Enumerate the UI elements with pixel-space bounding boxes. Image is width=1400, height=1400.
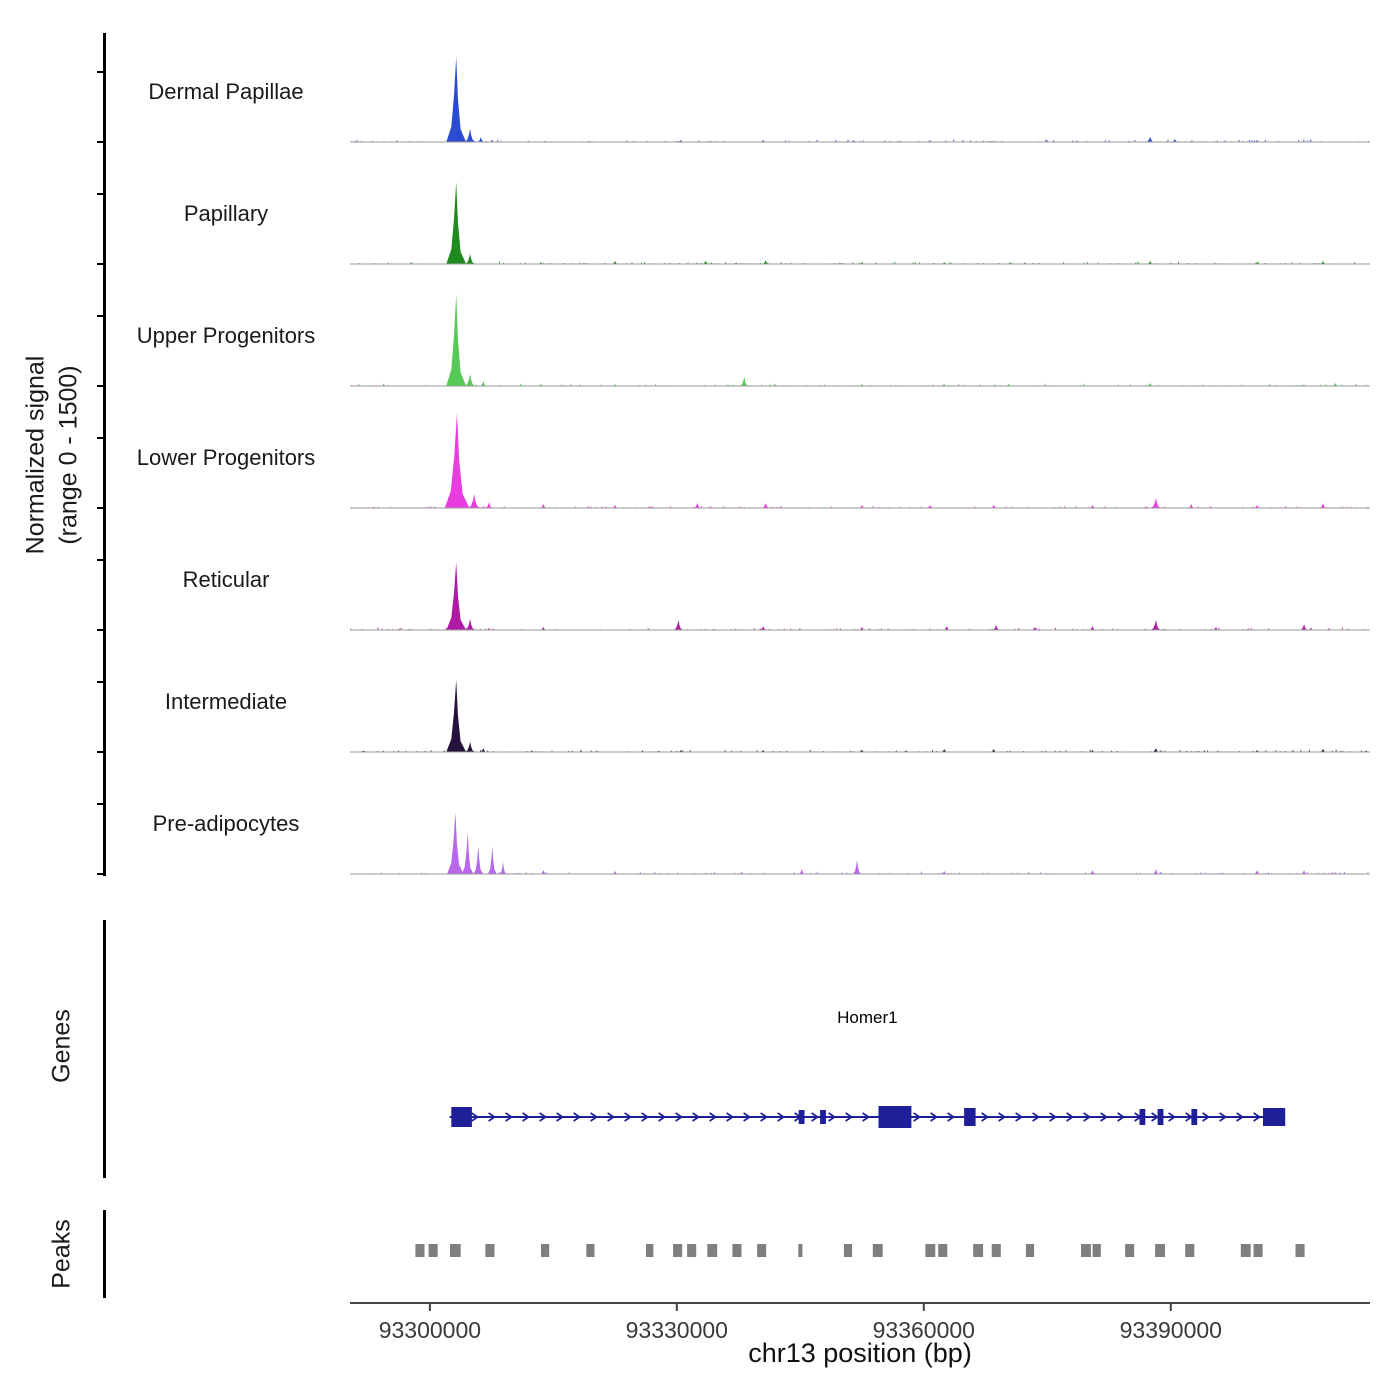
genes-section-label: Genes — [47, 1009, 76, 1083]
gene-track: Homer1 — [449, 1008, 1286, 1128]
signal-track-plot — [350, 413, 1370, 509]
signal-track-row: Reticular — [0, 513, 1380, 635]
track-label: Upper Progenitors — [136, 323, 316, 348]
signal-track-row: Dermal Papillae — [0, 25, 1380, 147]
signal-track-plot — [350, 294, 1370, 387]
x-axis: 93300000 93330000 93360000 93390000 — [350, 1302, 1370, 1343]
peaks-section-label: Peaks — [47, 1219, 76, 1289]
peaks-track — [415, 1244, 1305, 1257]
signal-track-row: Papillary — [0, 147, 1380, 269]
signal-track-row: Upper Progenitors — [0, 269, 1380, 391]
x-tick-label: 93330000 — [626, 1317, 728, 1343]
signal-tracks: Dermal Papillae Papillary Upper Progenitor… — [0, 25, 1380, 879]
signal-track-plot — [350, 812, 1370, 875]
genes-axis-line — [103, 920, 106, 1178]
signal-track-plot — [350, 182, 1370, 265]
x-tick-label: 93360000 — [873, 1317, 975, 1343]
x-axis-title: chr13 position (bp) — [748, 1338, 972, 1368]
x-tick-label: 93300000 — [379, 1317, 481, 1343]
signal-track-row: Pre-adipocytes — [0, 757, 1380, 879]
signal-axis-line — [97, 33, 106, 876]
signal-track-plot — [350, 57, 1370, 143]
track-label: Pre-adipocytes — [152, 811, 300, 836]
track-label: Intermediate — [164, 689, 288, 714]
peaks-axis-line — [103, 1210, 106, 1298]
track-label: Lower Progenitors — [136, 445, 316, 470]
signal-track-row: Lower Progenitors — [0, 391, 1380, 513]
signal-track-plot — [350, 680, 1370, 753]
track-label: Reticular — [182, 567, 270, 592]
signal-track-plot — [350, 562, 1370, 631]
track-label: Dermal Papillae — [148, 79, 304, 104]
gene-name-label: Homer1 — [837, 1008, 897, 1027]
x-tick-label: 93390000 — [1120, 1317, 1222, 1343]
signal-track-row: Intermediate — [0, 635, 1380, 757]
track-label: Papillary — [183, 201, 269, 226]
